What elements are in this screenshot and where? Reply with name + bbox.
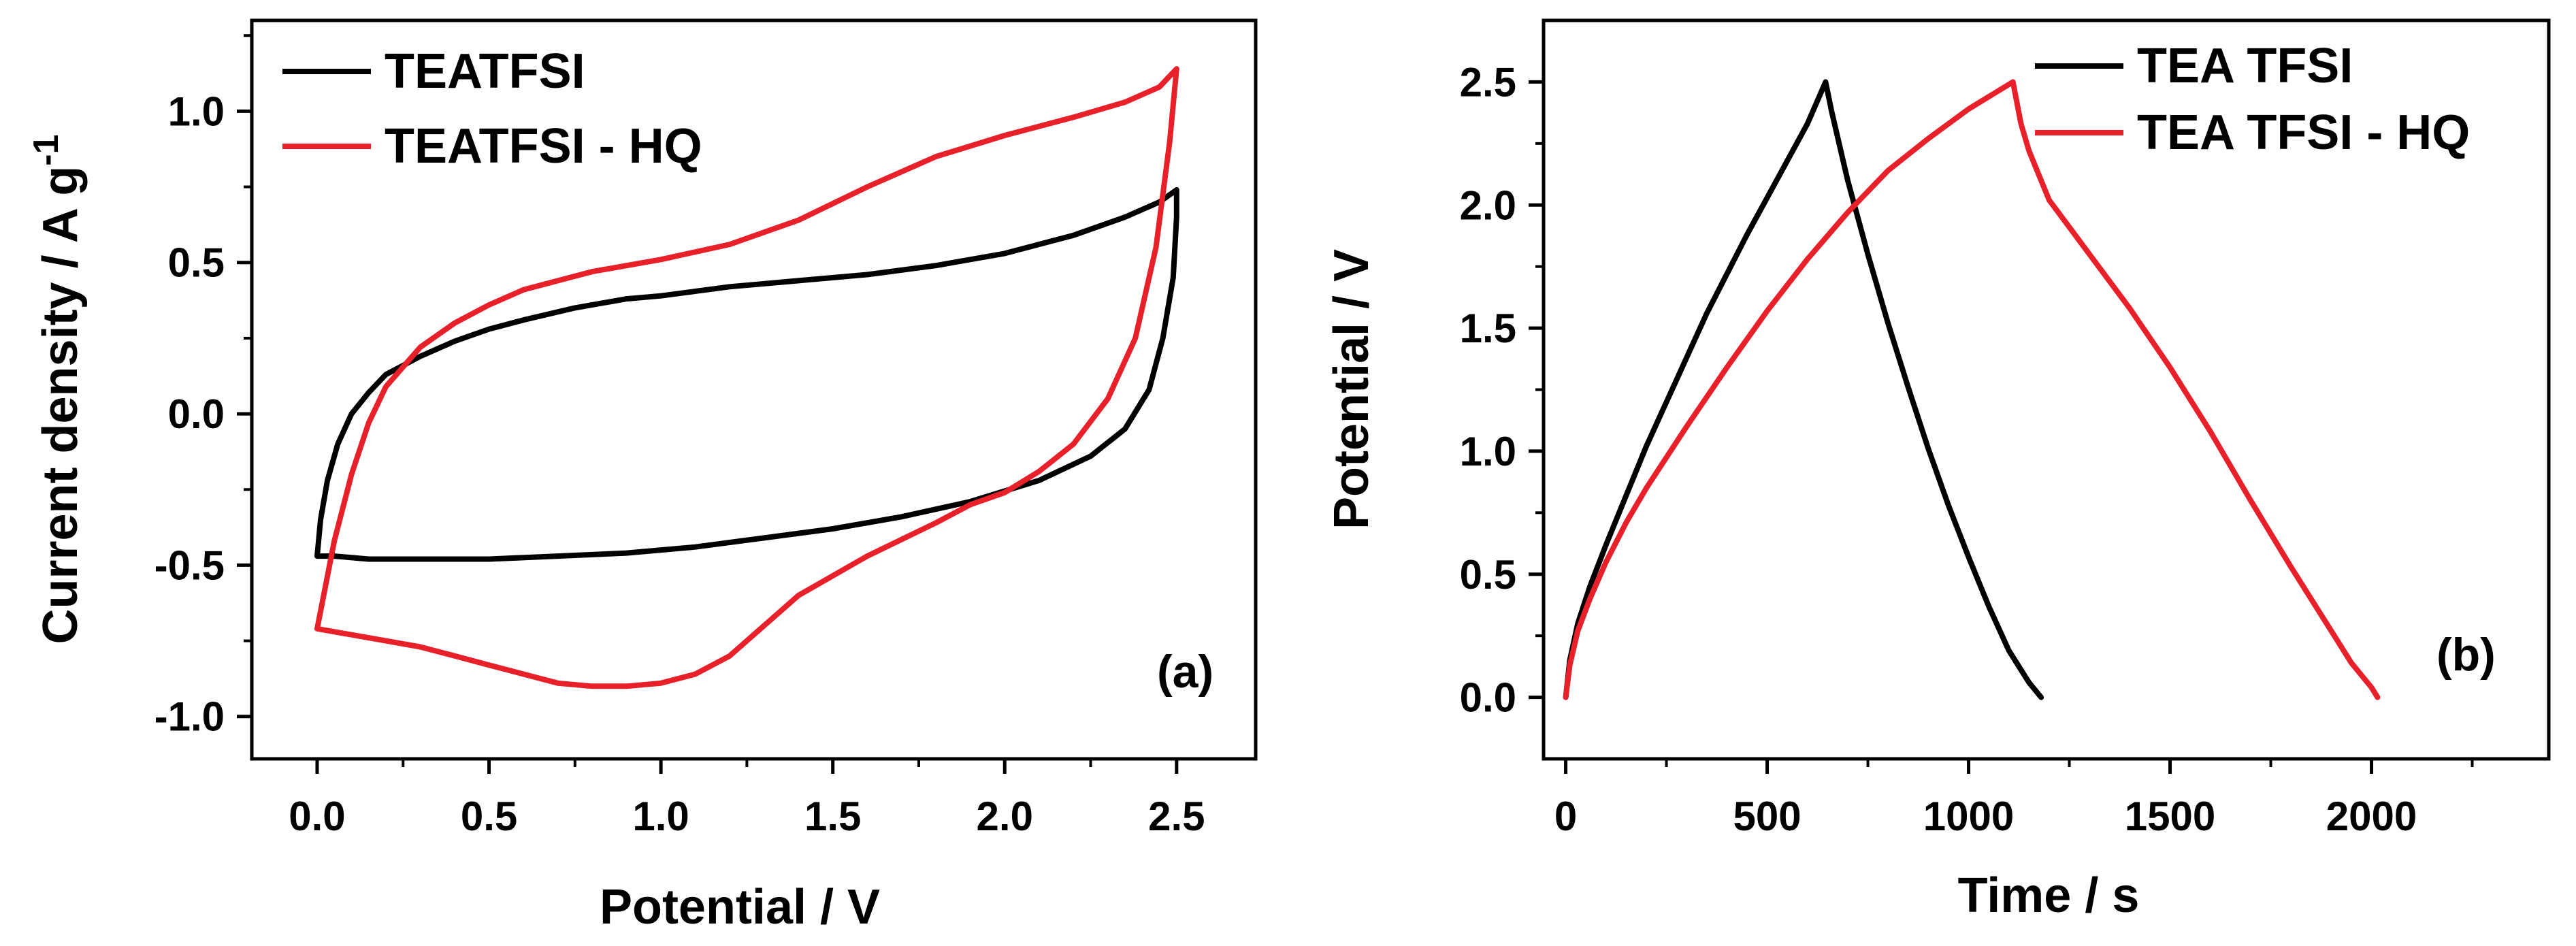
legend-label-teatfsi-hq: TEATFSI - HQ (385, 119, 702, 174)
panel-a-x-tick-label: 2.5 (1148, 794, 1205, 839)
panel-a-x-tick-label: 1.0 (632, 794, 689, 839)
panel-a-frame (250, 18, 1258, 761)
panel-a-y-tick-label: 1.0 (168, 88, 225, 134)
panel-a-y-tick-label: -0.5 (154, 542, 225, 588)
panel-b-y-tick-label: 1.5 (1460, 306, 1516, 351)
panel-a-y-tick-label: -1.0 (154, 694, 225, 740)
panel-a-cv-chart: 0.0 0.5 1.0 1.5 2.0 2.5 -1.0 -0.5 0.0 0.5 1.0 TEAT… (27, 18, 1258, 934)
panel-a-series-hq-line (314, 66, 1179, 689)
panel-a-label: (a) (1157, 646, 1213, 698)
panel-a-x-tick-label: 2.0 (977, 794, 1033, 839)
panel-a-y-axis-label-main: Current density / A g (33, 166, 88, 645)
panel-b-series-hq-line (1563, 79, 2381, 700)
panel-a-y-tick-label: 0.0 (168, 391, 225, 437)
panel-a-ticks: 0.0 0.5 1.0 1.5 2.0 2.5 -1.0 -0.5 0.0 0.5 1.0 (154, 34, 1205, 839)
panel-b-y-tick-label: 0.0 (1460, 675, 1516, 721)
legend-label-teatfsi: TEATFSI (385, 44, 585, 99)
panel-a-x-axis-label: Potential / V (600, 880, 880, 934)
panel-b-x-tick-label: 0 (1554, 794, 1577, 839)
panel-a-x-tick-label: 0.0 (289, 794, 345, 839)
panel-a-y-tick-label: 0.5 (168, 240, 225, 286)
panel-b-y-axis-label: Potential / V (1324, 249, 1379, 529)
panel-b-x-tick-label: 2000 (2326, 794, 2417, 839)
panel-b-x-tick-label: 1000 (1923, 794, 2014, 839)
panel-b-x-tick-label: 1500 (2125, 794, 2215, 839)
panel-a-legend: TEATFSI TEATFSI - HQ (282, 44, 702, 174)
panel-b-y-tick-label: 0.5 (1460, 552, 1516, 598)
panel-b-y-tick-label: 2.0 (1460, 182, 1516, 228)
panel-b-x-tick-label: 500 (1733, 794, 1801, 839)
panel-b-label: (b) (2436, 629, 2496, 681)
panel-a-x-tick-label: 1.5 (804, 794, 861, 839)
legend-label-tea-tfsi: TEA TFSI (2137, 39, 2353, 93)
panel-b-gcd-chart: 0 500 1000 1500 2000 0.0 0.5 1.0 1.5 2.0 2.5 TEA T… (1324, 18, 2551, 923)
panel-b-y-tick-label: 2.5 (1460, 59, 1516, 105)
panel-b-ticks: 0 500 1000 1500 2000 0.0 0.5 1.0 1.5 2.0 2.5 (1460, 59, 2474, 839)
legend-label-tea-tfsi-hq: TEA TFSI - HQ (2137, 105, 2470, 160)
panel-a-x-tick-label: 0.5 (461, 794, 517, 839)
panel-b-y-tick-label: 1.0 (1460, 429, 1516, 474)
panel-a-y-axis-label: Current density / A g-1 (27, 135, 88, 645)
panel-b-series-base-line (1563, 79, 2044, 700)
panel-a-y-axis-label-sup: -1 (27, 135, 66, 166)
panel-a-series-group (314, 66, 1179, 689)
panel-b-x-axis-label: Time / s (1958, 868, 2140, 923)
panel-b-series-group (1563, 79, 2381, 700)
panel-a-series-base-line (314, 187, 1179, 562)
panel-b-legend: TEA TFSI TEA TFSI - HQ (2035, 39, 2470, 160)
